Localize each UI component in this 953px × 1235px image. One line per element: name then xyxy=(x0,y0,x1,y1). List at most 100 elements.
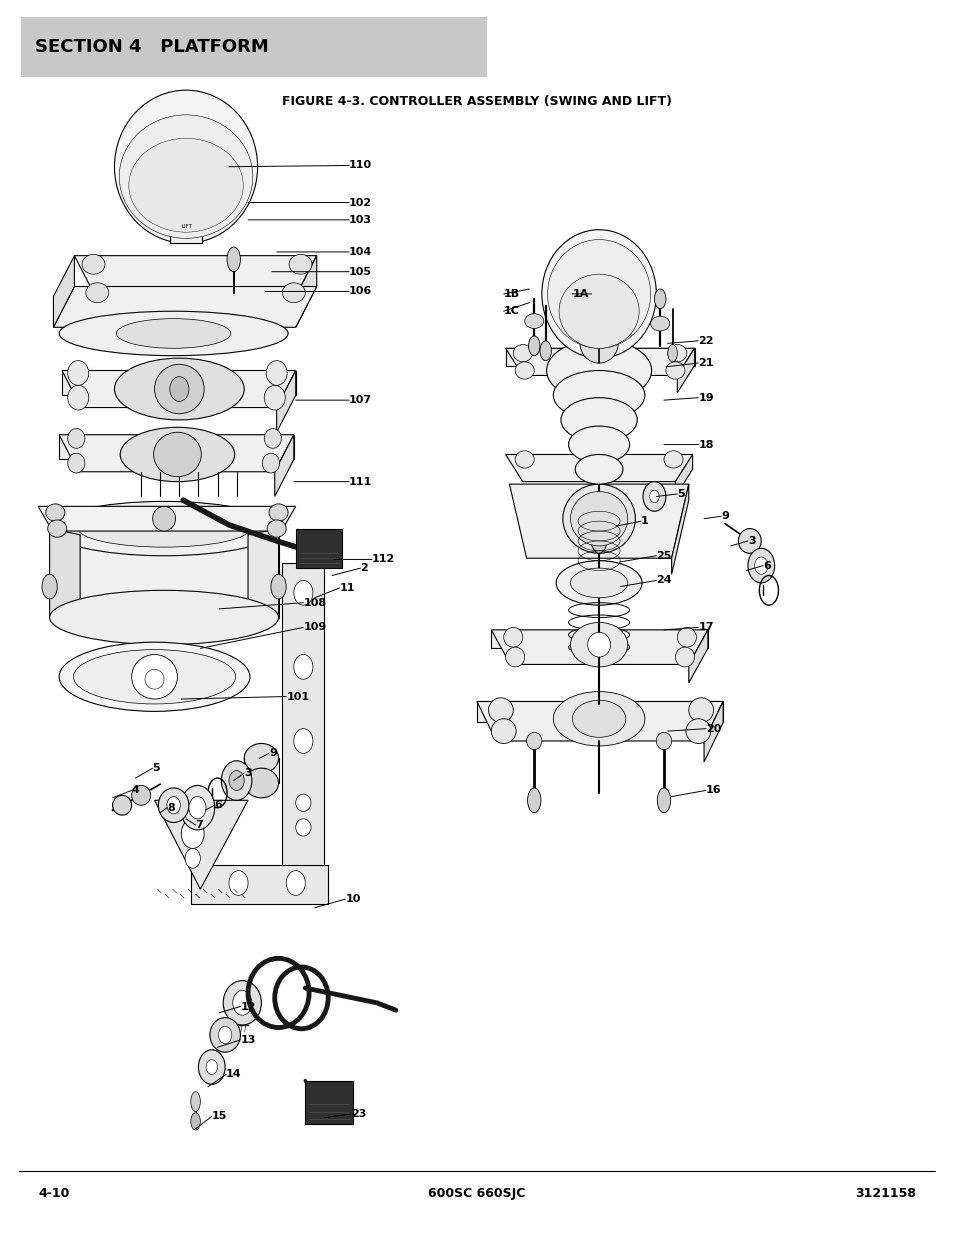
Text: 17: 17 xyxy=(698,622,713,632)
Text: 12: 12 xyxy=(240,1002,255,1011)
Text: 106: 106 xyxy=(349,287,372,296)
Text: 19: 19 xyxy=(698,393,713,403)
Ellipse shape xyxy=(132,785,151,805)
Ellipse shape xyxy=(244,743,278,773)
Polygon shape xyxy=(505,454,692,482)
Ellipse shape xyxy=(68,453,85,473)
Ellipse shape xyxy=(295,794,311,811)
Ellipse shape xyxy=(114,90,257,243)
Polygon shape xyxy=(50,529,80,624)
Ellipse shape xyxy=(654,289,665,309)
Ellipse shape xyxy=(267,520,286,537)
Ellipse shape xyxy=(264,429,281,448)
Text: 1C: 1C xyxy=(503,306,519,316)
Polygon shape xyxy=(62,370,295,408)
Ellipse shape xyxy=(488,698,513,722)
Ellipse shape xyxy=(642,482,665,511)
Text: 1B: 1B xyxy=(503,289,519,299)
Polygon shape xyxy=(191,864,328,904)
Text: 18: 18 xyxy=(698,440,713,450)
Polygon shape xyxy=(59,435,294,472)
Text: 3: 3 xyxy=(244,768,252,778)
Polygon shape xyxy=(74,256,316,296)
Ellipse shape xyxy=(46,504,65,521)
Text: 108: 108 xyxy=(303,598,326,608)
Ellipse shape xyxy=(86,283,109,303)
Ellipse shape xyxy=(119,115,253,238)
Ellipse shape xyxy=(145,669,164,689)
Ellipse shape xyxy=(170,377,189,401)
Text: LIFT: LIFT xyxy=(181,224,193,228)
Ellipse shape xyxy=(665,362,684,379)
Ellipse shape xyxy=(568,426,629,463)
Ellipse shape xyxy=(198,1050,225,1084)
Text: 3: 3 xyxy=(747,536,755,546)
Polygon shape xyxy=(282,563,324,883)
Text: 4-10: 4-10 xyxy=(38,1187,70,1199)
Ellipse shape xyxy=(754,557,767,574)
Ellipse shape xyxy=(587,632,610,657)
Ellipse shape xyxy=(553,370,644,420)
Ellipse shape xyxy=(129,138,243,232)
Text: 14: 14 xyxy=(226,1070,241,1079)
Ellipse shape xyxy=(294,655,313,679)
Ellipse shape xyxy=(181,819,204,848)
Ellipse shape xyxy=(663,451,682,468)
Ellipse shape xyxy=(59,642,250,711)
Text: 9: 9 xyxy=(269,748,276,758)
Bar xyxy=(295,529,341,568)
Polygon shape xyxy=(276,370,295,432)
Ellipse shape xyxy=(513,345,532,362)
Ellipse shape xyxy=(524,314,543,329)
Ellipse shape xyxy=(221,761,252,800)
Ellipse shape xyxy=(42,574,57,599)
Text: 20: 20 xyxy=(705,724,720,734)
Polygon shape xyxy=(38,506,295,531)
Ellipse shape xyxy=(68,385,89,410)
Ellipse shape xyxy=(227,247,240,272)
Text: 109: 109 xyxy=(303,622,326,632)
Ellipse shape xyxy=(650,316,669,331)
Ellipse shape xyxy=(541,230,656,358)
Ellipse shape xyxy=(685,719,710,743)
Ellipse shape xyxy=(589,509,608,553)
Text: 600SC 660SJC: 600SC 660SJC xyxy=(428,1187,525,1199)
Ellipse shape xyxy=(556,561,641,605)
Ellipse shape xyxy=(68,429,85,448)
Ellipse shape xyxy=(68,361,89,385)
Ellipse shape xyxy=(229,871,248,895)
Ellipse shape xyxy=(223,981,261,1025)
Ellipse shape xyxy=(114,358,244,420)
Text: 22: 22 xyxy=(698,336,713,346)
Ellipse shape xyxy=(271,574,286,599)
Polygon shape xyxy=(491,630,707,664)
Ellipse shape xyxy=(286,871,305,895)
Ellipse shape xyxy=(656,732,671,750)
Text: 16: 16 xyxy=(705,785,720,795)
Text: 9: 9 xyxy=(720,511,728,521)
Text: 101: 101 xyxy=(286,692,309,701)
Polygon shape xyxy=(476,701,722,722)
Text: 21: 21 xyxy=(698,358,713,368)
Ellipse shape xyxy=(112,795,132,815)
Ellipse shape xyxy=(50,590,278,645)
Ellipse shape xyxy=(558,274,639,348)
Ellipse shape xyxy=(120,427,234,482)
Text: 3121158: 3121158 xyxy=(854,1187,915,1199)
Ellipse shape xyxy=(189,797,206,819)
Ellipse shape xyxy=(167,797,180,814)
Ellipse shape xyxy=(667,345,686,362)
Ellipse shape xyxy=(59,311,288,356)
Polygon shape xyxy=(59,435,294,459)
Ellipse shape xyxy=(547,240,650,348)
Ellipse shape xyxy=(282,283,305,303)
Polygon shape xyxy=(62,370,295,395)
Text: 111: 111 xyxy=(349,477,372,487)
Ellipse shape xyxy=(527,788,540,813)
Ellipse shape xyxy=(570,622,627,667)
Text: 102: 102 xyxy=(349,198,372,207)
Text: 15: 15 xyxy=(212,1112,227,1121)
Text: SECTION 4   PLATFORM: SECTION 4 PLATFORM xyxy=(35,38,269,56)
Polygon shape xyxy=(295,256,316,327)
Text: 5: 5 xyxy=(152,763,160,773)
